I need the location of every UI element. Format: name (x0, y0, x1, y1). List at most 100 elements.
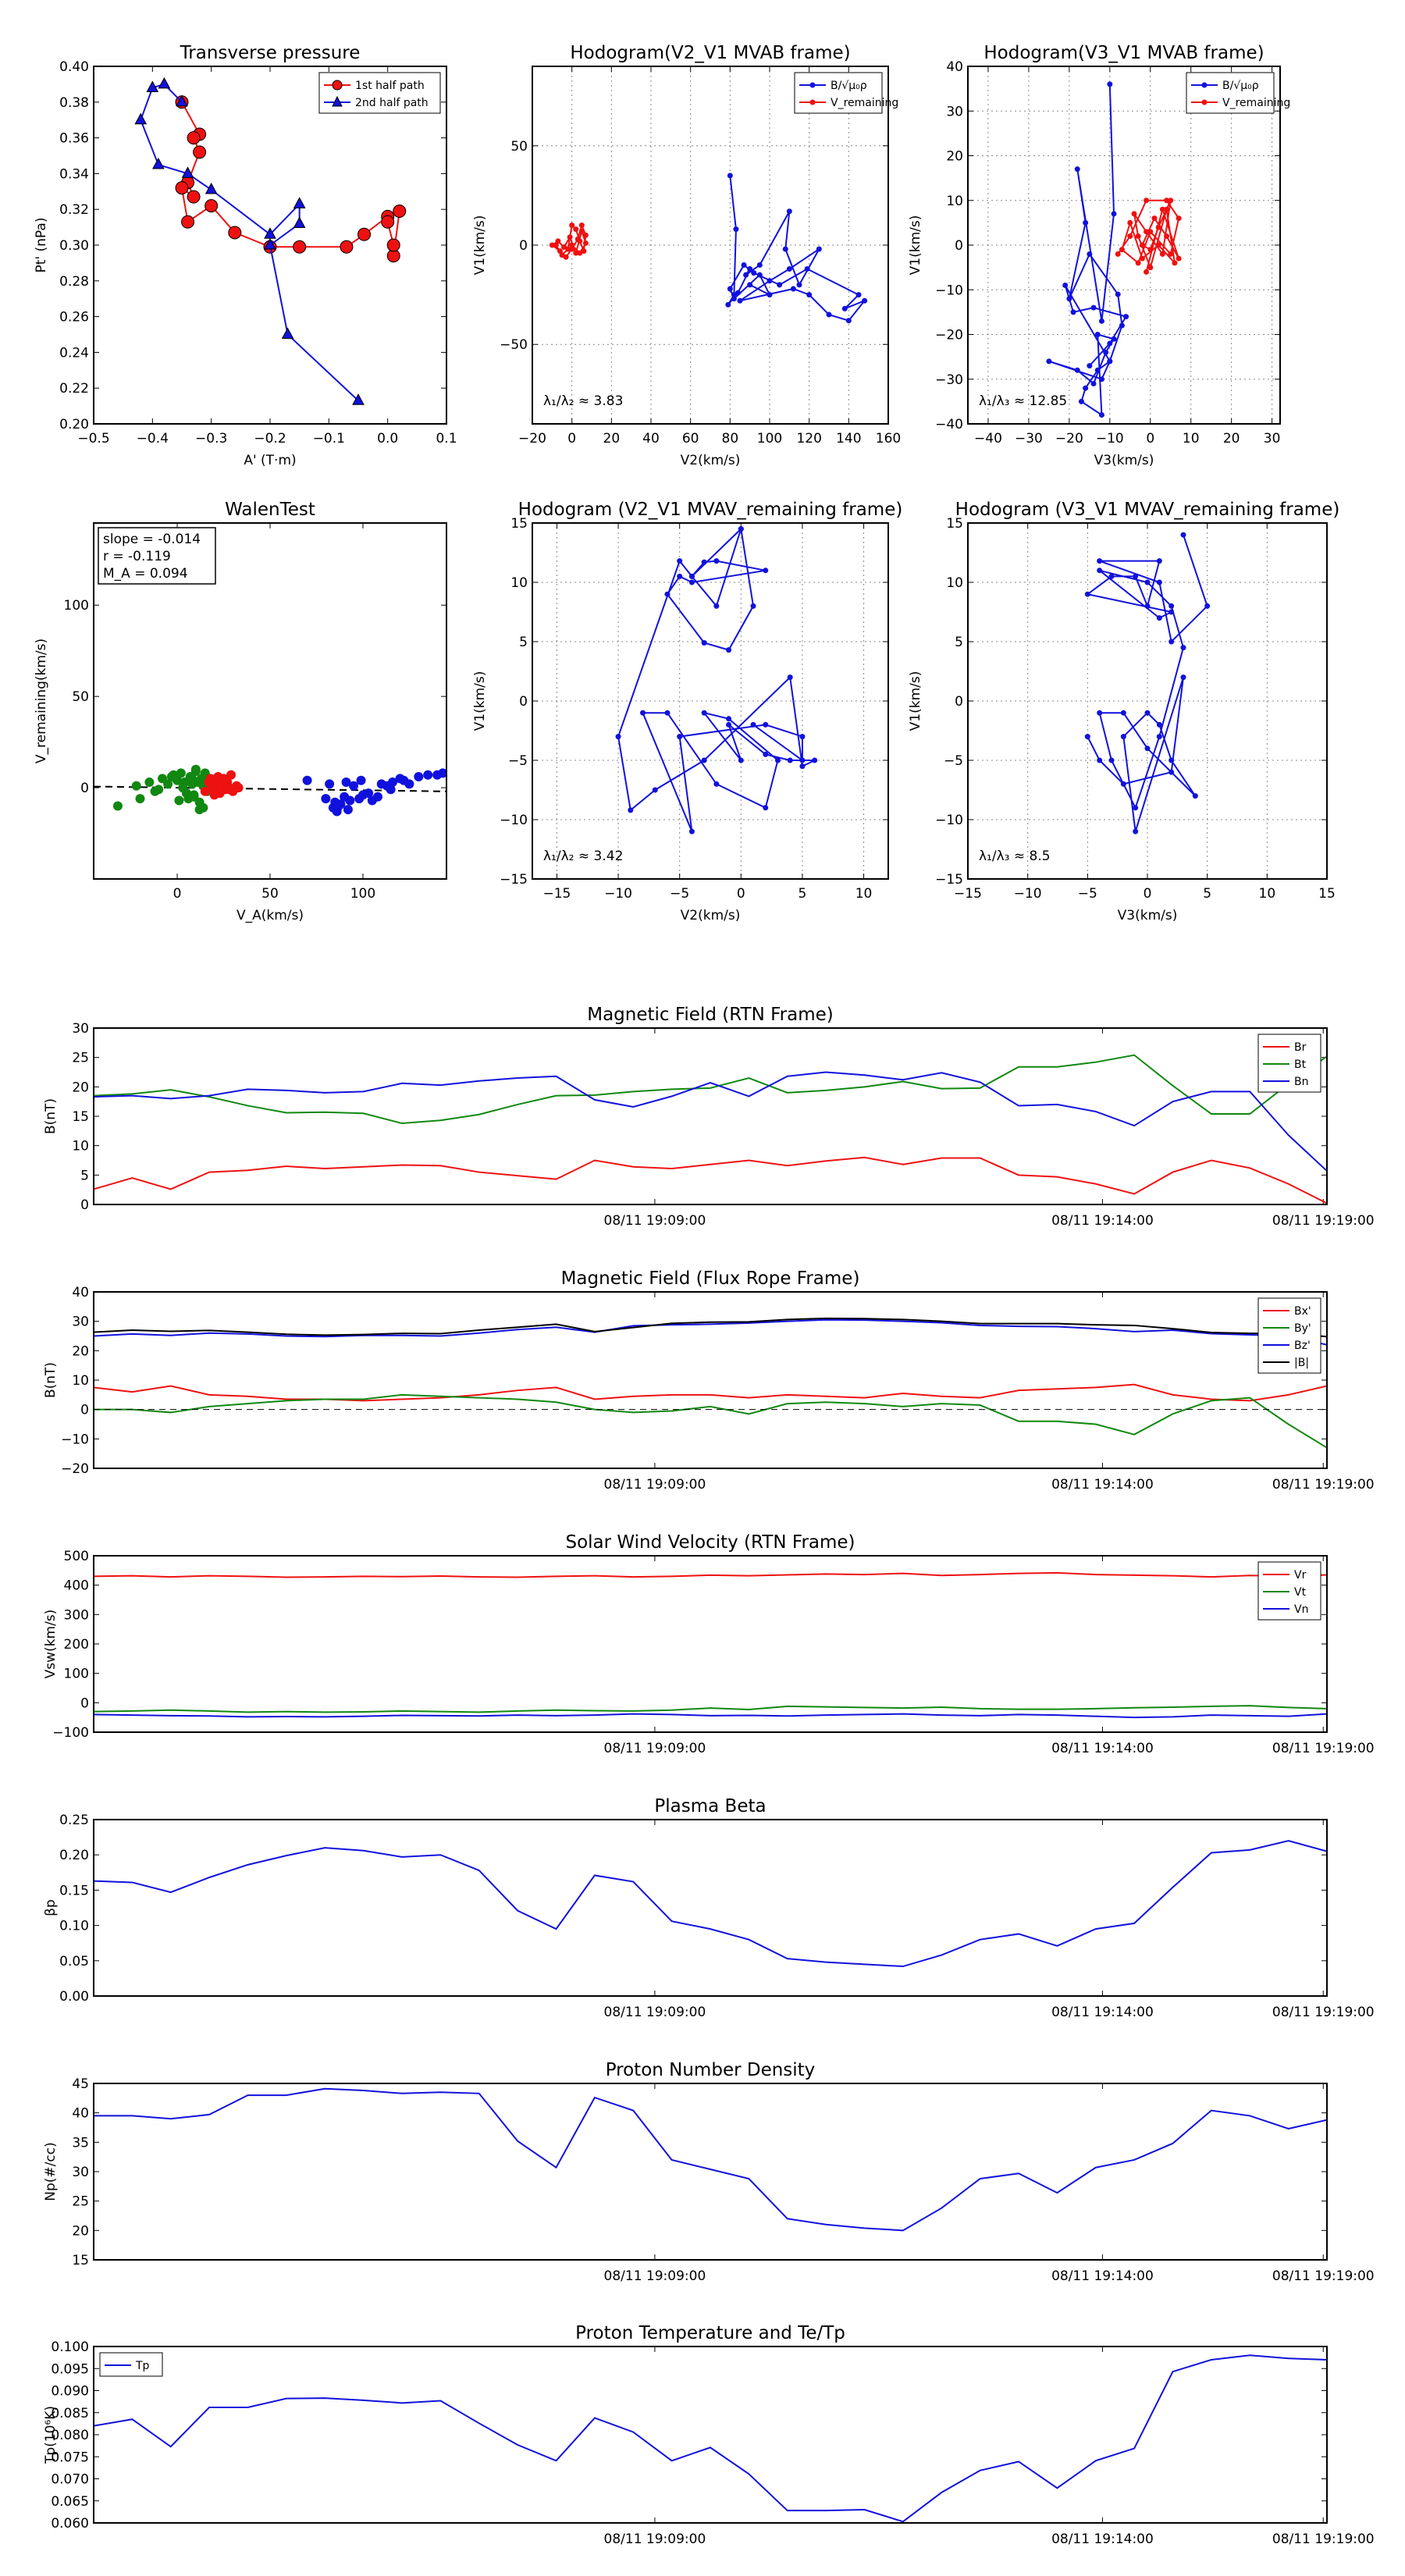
data-point (747, 266, 753, 272)
y-axis-label: V1(km/s) (908, 671, 923, 731)
x-tick-label: −0.3 (195, 431, 227, 447)
data-point (293, 216, 306, 229)
data-point (1123, 314, 1129, 320)
data-point (321, 794, 331, 804)
data-point (726, 647, 732, 653)
data-point (1098, 412, 1104, 418)
data-point (372, 792, 382, 802)
data-point (189, 790, 199, 800)
stats-line: r = -0.119 (103, 549, 171, 564)
series-Br (94, 1156, 1327, 1204)
x-tick-label: −0.4 (137, 431, 169, 447)
x-tick-label: 160 (876, 431, 901, 447)
data-point (357, 227, 372, 241)
y-tick-label: 15 (72, 2253, 89, 2268)
series-path (1084, 532, 1211, 834)
data-point (786, 266, 792, 272)
x-tick-label: 08/11 19:19:00 (1272, 1213, 1375, 1229)
x-tick-label: 08/11 19:09:00 (604, 2005, 706, 2020)
data-point (1172, 260, 1178, 266)
y-tick-label: 0.34 (59, 166, 89, 182)
legend-label: Tp (135, 2360, 150, 2372)
data-point (677, 734, 683, 740)
legend-label: Bt (1294, 1059, 1307, 1071)
data-point (1192, 793, 1198, 799)
chart-title: Proton Number Density (606, 2060, 816, 2080)
data-point (573, 250, 579, 256)
y-axis-label: Vsw(km/s) (43, 1610, 59, 1679)
chart-title: Hodogram(V3_V1 MVAB frame) (984, 43, 1264, 63)
y-tick-label: 30 (72, 1315, 89, 1330)
y-tick-label: 20 (72, 1343, 89, 1359)
data-point (1083, 219, 1089, 226)
series-line (94, 1071, 1327, 1172)
data-point (569, 242, 575, 248)
data-point (1144, 579, 1151, 585)
data-point (163, 779, 173, 789)
x-tick-label: −10 (1096, 431, 1124, 447)
data-point (224, 785, 234, 795)
y-axis-label: B(nT) (43, 1098, 59, 1134)
series-1st half path (175, 95, 407, 263)
data-point (726, 721, 732, 728)
legend-label: By' (1294, 1322, 1311, 1335)
x-tick-label: −5 (670, 886, 689, 902)
series-B/√μ₀ρ (1046, 81, 1129, 418)
data-point (1131, 211, 1137, 217)
series-Vr (94, 1571, 1327, 1578)
data-point (1120, 710, 1126, 716)
data-point (1144, 229, 1150, 235)
data-point (640, 710, 646, 716)
data-point (1115, 251, 1121, 257)
data-point (205, 182, 218, 194)
data-point (1156, 734, 1162, 740)
y-axis-label: Tp(10⁶K) (43, 2406, 59, 2464)
x-tick-label: 0.0 (377, 431, 398, 447)
plot-frame (93, 66, 447, 425)
series-line (94, 1840, 1327, 1968)
data-point (146, 80, 159, 92)
y-tick-label: 0.100 (51, 2339, 89, 2355)
series-line (94, 1705, 1327, 1713)
data-point (181, 215, 195, 229)
data-point (226, 770, 237, 780)
y-tick-label: 5 (955, 635, 963, 650)
stats-box: slope = -0.014 r = -0.119 M_A = 0.094 (98, 527, 216, 585)
data-point (737, 297, 743, 304)
data-point (1176, 215, 1182, 222)
data-point (555, 238, 561, 244)
data-point (845, 318, 852, 324)
data-point (652, 787, 658, 793)
data-point (1168, 197, 1174, 204)
stats-line: M_A = 0.094 (103, 566, 188, 582)
x-tick-label: −30 (1015, 431, 1043, 447)
x-tick-label: 08/11 19:19:00 (1272, 2532, 1375, 2547)
plot-frame (93, 1819, 1328, 1997)
data-point (131, 781, 141, 791)
data-point (187, 131, 201, 145)
plot-frame (967, 522, 1328, 880)
y-tick-label: −20 (935, 328, 963, 343)
y-tick-label: 0 (80, 1197, 89, 1213)
y-tick-label: 5 (80, 1168, 89, 1183)
data-point (1139, 242, 1145, 248)
y-tick-label: 10 (72, 1373, 89, 1389)
chart-h31r: Hodogram (V3_V1 MVAV_remaining frame) −15… (908, 500, 1339, 923)
data-point (174, 795, 184, 806)
x-tick-label: 140 (836, 431, 861, 447)
y-axis-label: Pt' (nPa) (34, 218, 49, 273)
data-point (1127, 233, 1133, 240)
data-point (1107, 340, 1113, 347)
y-tick-label: −10 (935, 283, 963, 298)
legend-marker (809, 99, 816, 105)
x-tick-label: 08/11 19:14:00 (1051, 2268, 1154, 2284)
x-tick-label: 08/11 19:14:00 (1051, 1741, 1154, 1756)
data-point (1098, 376, 1104, 382)
legend-box (1186, 72, 1275, 114)
x-tick-label: 5 (1203, 886, 1211, 902)
data-point (112, 801, 123, 811)
data-point (756, 272, 763, 278)
y-tick-label: 0.38 (59, 95, 89, 111)
data-point (341, 777, 351, 788)
